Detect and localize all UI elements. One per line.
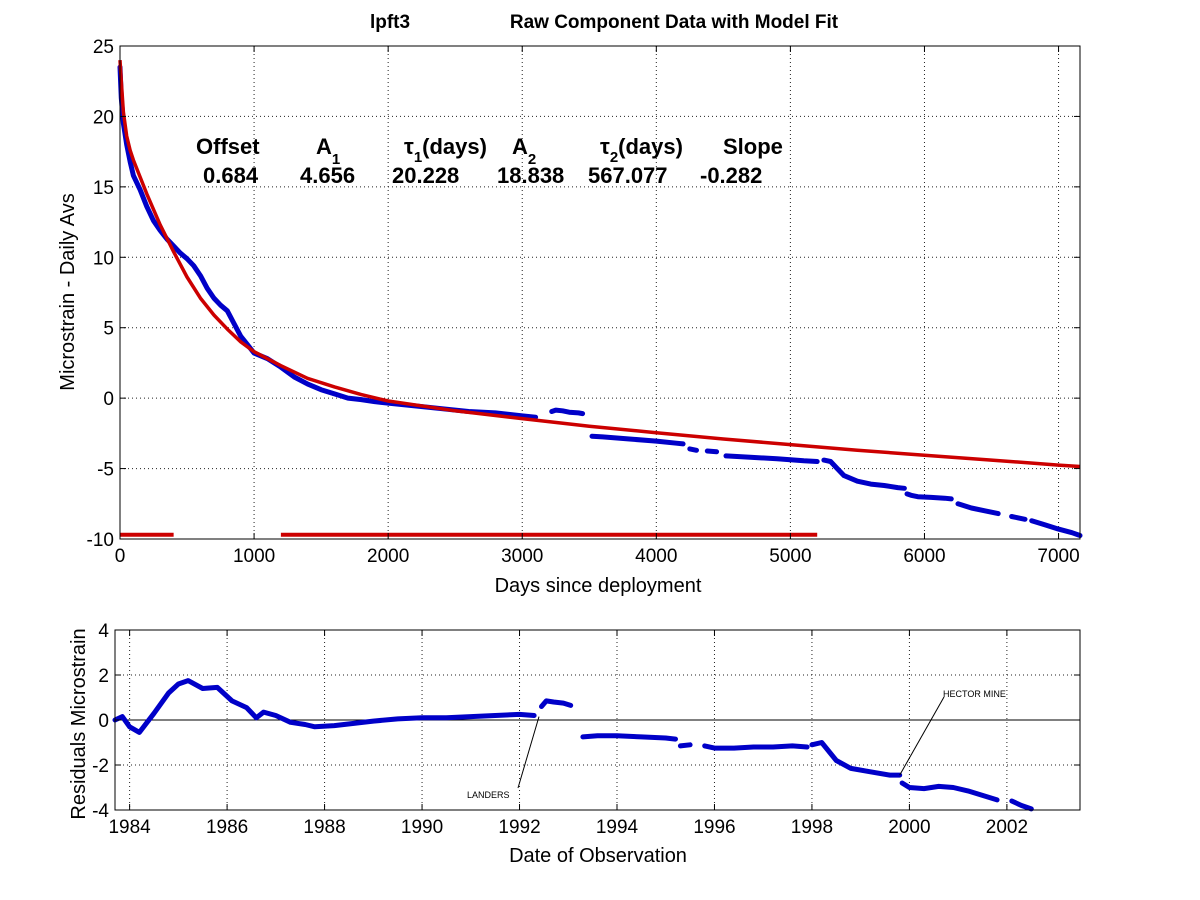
tau1-value: 20.228 <box>392 163 459 188</box>
offset-value: 0.684 <box>203 163 259 188</box>
top-axes-frame <box>119 45 1081 540</box>
bottom-data-segment <box>580 733 678 742</box>
bottom-data-segment <box>899 780 1000 803</box>
bottom-x-tick-label: 2002 <box>986 817 1028 838</box>
a1-value: 4.656 <box>300 163 355 188</box>
top-data-segment <box>821 457 907 491</box>
slope-label: Slope <box>723 134 783 159</box>
top-y-tick-label: 15 <box>93 178 114 199</box>
bottom-y-tick-label: 0 <box>98 711 109 732</box>
top-grid <box>119 45 1080 540</box>
annotations: LANDERS HECTOR MINE <box>467 689 1006 800</box>
top-data-segment <box>117 64 539 420</box>
top-y-tick-label: -10 <box>87 530 114 551</box>
chart-title: Raw Component Data with Model Fit <box>510 12 839 33</box>
bottom-x-axis-label: Date of Observation <box>509 845 687 867</box>
bottom-y-tick-label: -2 <box>92 756 109 777</box>
bottom-x-tick-label: 1990 <box>401 817 443 838</box>
top-y-tick-label: -5 <box>97 460 114 481</box>
top-data-segment <box>589 433 686 447</box>
top-data-segment <box>687 446 699 453</box>
top-x-tick-label: 6000 <box>903 546 945 567</box>
bottom-data-segment <box>677 742 693 749</box>
top-fit-line <box>118 59 1081 469</box>
bottom-x-tick-label: 1996 <box>693 817 735 838</box>
top-y-tick-label: 25 <box>93 37 114 58</box>
top-data-segment <box>1009 514 1028 522</box>
bottom-y-tick-label: 4 <box>98 621 109 642</box>
hector-mine-annotation: HECTOR MINE <box>943 689 1006 699</box>
bottom-x-tick-label: 2000 <box>888 817 930 838</box>
top-y-axis-label: Microstrain - Daily Avs <box>57 193 79 390</box>
tau2-label: τ2(days) <box>600 134 683 166</box>
bottom-data-segment <box>1009 798 1034 812</box>
tau1-label: τ1(days) <box>404 134 487 166</box>
bottom-data-segment <box>539 698 574 709</box>
top-data-segment <box>723 453 820 464</box>
offset-label: Offset <box>196 134 260 159</box>
top-x-tick-label: 7000 <box>1037 546 1079 567</box>
bottom-x-tick-label: 1992 <box>498 817 540 838</box>
title-series-label: lpft3 <box>370 12 410 33</box>
bottom-axes: 1984 1986 1988 1990 1992 1994 1996 1998 2000 2002… <box>68 621 1081 867</box>
top-x-axis-label: Days since deployment <box>495 575 702 597</box>
bottom-x-tick-label: 1986 <box>206 817 248 838</box>
bottom-x-tick-label: 1994 <box>596 817 639 838</box>
top-ticks: 0 1000 2000 3000 4000 5000 6000 7000 -10 -5 0 5 10 15… <box>87 37 1080 567</box>
top-data-segment <box>955 501 1001 517</box>
bottom-y-tick-label: 2 <box>98 666 109 687</box>
landers-leader-line <box>517 716 540 789</box>
top-x-tick-label: 3000 <box>501 546 543 567</box>
top-x-tick-label: 4000 <box>635 546 677 567</box>
top-x-tick-label: 1000 <box>233 546 275 567</box>
top-y-tick-label: 10 <box>93 248 114 269</box>
bottom-x-tick-label: 1988 <box>303 817 345 838</box>
bottom-ticks: 1984 1986 1988 1990 1992 1994 1996 1998 2000 2002… <box>92 621 1080 838</box>
bottom-x-tick-label: 1998 <box>791 817 833 838</box>
top-data-segment <box>904 491 954 502</box>
bottom-y-tick-label: -4 <box>92 801 109 822</box>
bottom-data-segment <box>809 740 903 778</box>
top-data-segment <box>704 448 720 455</box>
slope-value: -0.282 <box>700 163 762 188</box>
a1-label: A1 <box>316 134 340 168</box>
top-data-segment <box>1029 518 1083 538</box>
tau2-value: 567.077 <box>588 163 668 188</box>
top-x-tick-label: 2000 <box>367 546 409 567</box>
top-axes: 0 1000 2000 3000 4000 5000 6000 7000 -10 -5 0 5 10 15… <box>57 37 1083 597</box>
top-y-tick-label: 0 <box>103 389 114 410</box>
bottom-x-tick-label: 1984 <box>108 817 151 838</box>
bottom-series <box>112 678 1080 812</box>
top-x-tick-label: 0 <box>115 546 126 567</box>
hector-mine-leader-line <box>899 696 945 776</box>
a2-label: A2 <box>512 134 536 168</box>
bottom-data-segment <box>702 743 810 751</box>
top-data-segment <box>549 407 586 417</box>
top-y-tick-label: 5 <box>103 319 114 340</box>
top-y-tick-label: 20 <box>93 107 114 128</box>
bottom-data-segment <box>112 678 537 735</box>
top-x-tick-label: 5000 <box>769 546 811 567</box>
a2-value: 18.838 <box>497 163 564 188</box>
fit-params: Offset A1 τ1(days) A2 τ2(days) Slope 0.6… <box>196 134 783 188</box>
bottom-y-axis-label: Residuals Microstrain <box>68 628 90 819</box>
top-series <box>117 59 1083 538</box>
landers-annotation: LANDERS <box>467 790 510 800</box>
